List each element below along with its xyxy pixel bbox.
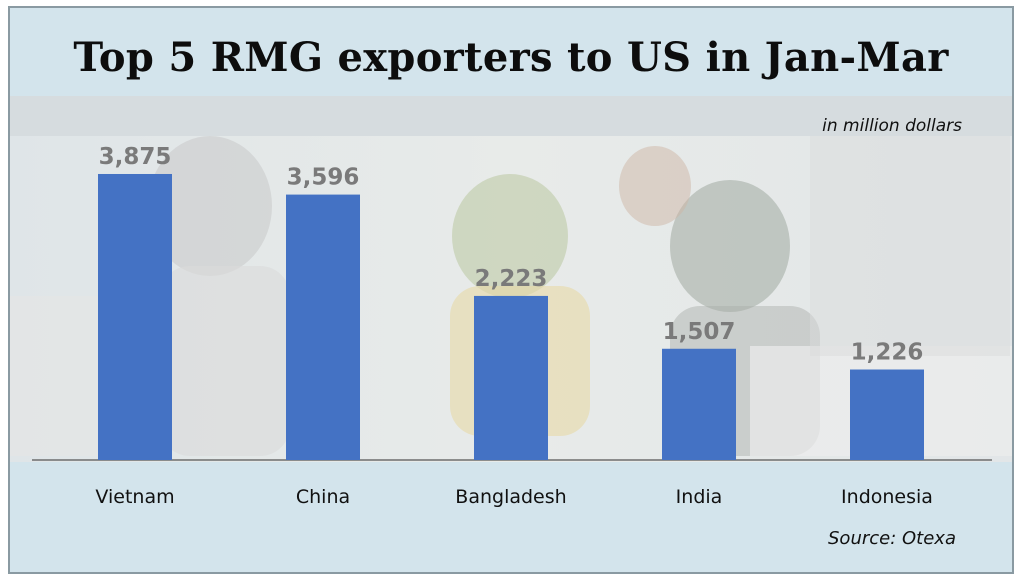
bar-vietnam [98,173,172,460]
category-label-vietnam: Vietnam [95,486,175,508]
unit-note: in million dollars [822,116,962,136]
chart-plot-area: 3,875 3,596 2,223 1,507 1,226 [10,96,1012,462]
source-note: Source: Otexa [828,528,956,549]
value-label-china: 3,596 [287,165,360,191]
bar-india [662,348,736,460]
chart-title: Top 5 RMG exporters to US in Jan-Mar [73,34,949,81]
bar-bangladesh [474,295,548,460]
value-label-india: 1,507 [663,319,736,345]
bar-indonesia [850,369,924,460]
category-label-india: India [675,486,723,508]
category-label-indonesia: Indonesia [841,486,933,508]
value-label-vietnam: 3,875 [99,144,172,170]
category-label-china: China [295,486,351,508]
value-label-indonesia: 1,226 [851,340,924,366]
bar-china [286,194,360,460]
chart-frame: Top 5 RMG exporters to US in Jan-Mar [8,6,1014,574]
value-label-bangladesh: 2,223 [475,266,548,292]
bar-group: 3,875 3,596 2,223 1,507 1,226 [98,144,924,460]
category-label-bangladesh: Bangladesh [455,486,567,508]
